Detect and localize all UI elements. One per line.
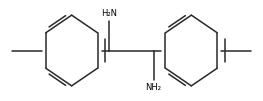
Text: NH₂: NH₂ (146, 83, 162, 92)
Text: H₂N: H₂N (101, 9, 117, 18)
